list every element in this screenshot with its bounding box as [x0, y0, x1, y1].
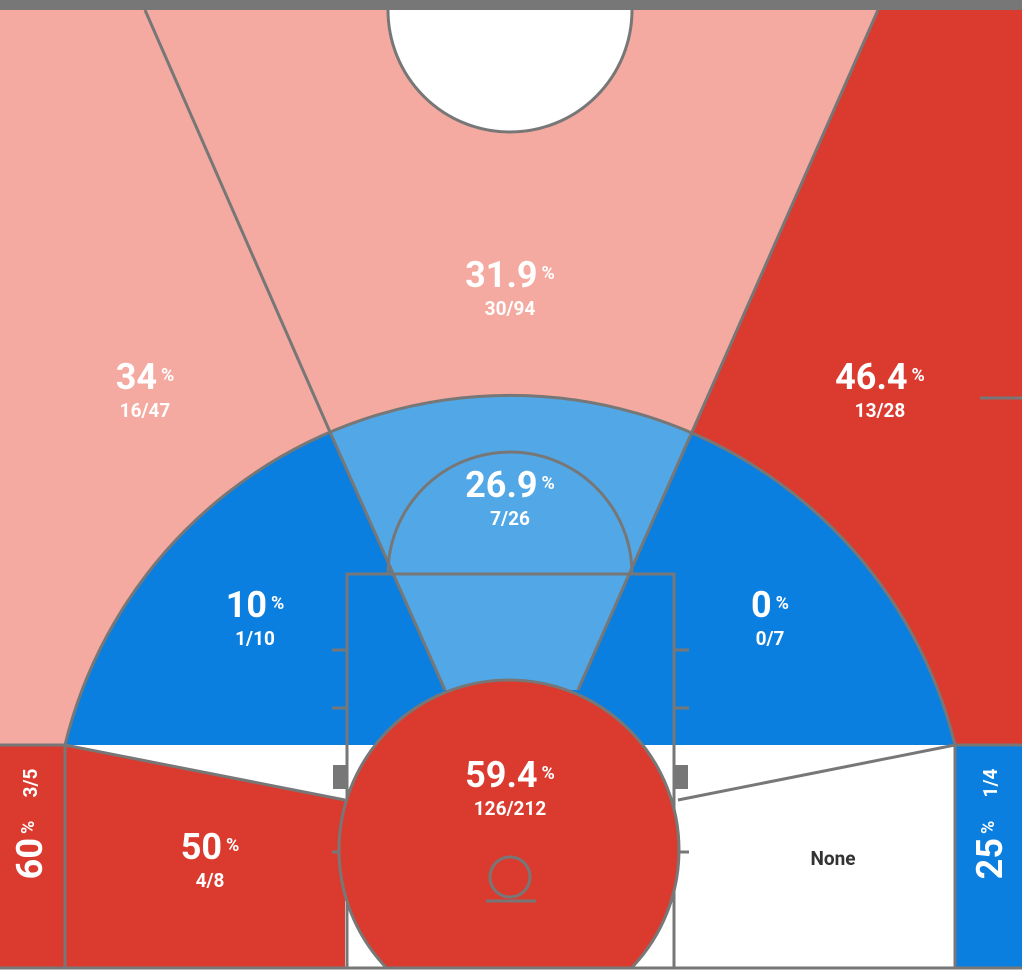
zone-percentage: 25% — [969, 821, 1011, 880]
percentage-value: 50 — [181, 826, 222, 868]
zone-right-corner — [955, 745, 1022, 968]
zone-percentage: 0% — [751, 584, 789, 626]
percentage-value: 34 — [116, 356, 157, 398]
percentage-value: 59.4 — [465, 754, 537, 796]
zone-restricted-area — [337, 678, 681, 973]
zone-label: 34 %16/47 — [116, 356, 175, 422]
percentage-unit: % — [271, 593, 284, 614]
percentage-unit: % — [18, 821, 39, 834]
court-lines — [0, 9, 1022, 970]
zone-shots: 7/26 — [490, 507, 530, 530]
zone-percentage: 59.4% — [465, 754, 555, 796]
block-mark — [674, 765, 688, 789]
zone-percentage: 31.9% — [465, 254, 555, 296]
zone-none-label: None — [810, 847, 855, 870]
zone-shots: 13/28 — [855, 399, 906, 422]
zone-left-baseline — [65, 745, 345, 968]
zone-shots: 4/8 — [196, 869, 225, 892]
zone-shots: 126/212 — [474, 797, 547, 820]
percentage-unit: % — [912, 365, 925, 386]
zone-label: 0 %0/7 — [751, 584, 789, 650]
percentage-unit: % — [542, 263, 555, 284]
percentage-value: 0 — [751, 584, 772, 626]
zone-percentage: 26.9% — [465, 464, 555, 506]
percentage-unit: % — [542, 763, 555, 784]
zone-label: 25% 1/4 — [969, 768, 1011, 879]
percentage-value: 60 — [9, 838, 51, 879]
zone-label: 26.9 %7/26 — [465, 464, 555, 530]
zone-shots: 1/10 — [235, 627, 275, 650]
top-border — [0, 0, 1022, 10]
zone-percentage: 34% — [116, 356, 175, 398]
zone-percentage: 46.4% — [835, 356, 925, 398]
block-mark — [333, 765, 347, 789]
zone-label: 50 %4/8 — [181, 826, 240, 892]
zone-label: 31.9 %30/94 — [465, 254, 555, 320]
zone-label: 46.4 %13/28 — [835, 356, 925, 422]
percentage-value: 25 — [969, 838, 1011, 879]
zone-percentage: 60% — [9, 821, 51, 880]
bottom-margin — [0, 967, 1022, 973]
zone-right-baseline — [678, 745, 955, 968]
percentage-unit: % — [776, 593, 789, 614]
zone-label: None — [810, 847, 855, 870]
zone-above-break-three — [0, 10, 878, 745]
zone-shots: 30/94 — [485, 297, 536, 320]
percentage-unit: % — [226, 835, 239, 856]
zone-shots: 1/4 — [979, 768, 1002, 797]
percentage-unit: % — [542, 473, 555, 494]
percentage-unit: % — [161, 365, 174, 386]
zone-label: 60% 3/5 — [9, 768, 51, 879]
percentage-value: 10 — [226, 584, 267, 626]
percentage-value: 31.9 — [465, 254, 537, 296]
zone-right-wing-three — [692, 10, 1022, 745]
hoop — [488, 855, 532, 899]
zone-shots: 16/47 — [120, 399, 171, 422]
zone-top-mid-range — [330, 394, 692, 690]
percentage-value: 26.9 — [465, 464, 537, 506]
percentage-value: 46.4 — [835, 356, 907, 398]
zone-label: 10 %1/10 — [226, 584, 285, 650]
zone-label: 59.4 %126/212 — [465, 754, 555, 820]
zone-shots: 0/7 — [756, 627, 785, 650]
zone-percentage: 50% — [181, 826, 240, 868]
zone-left-corner — [0, 745, 65, 968]
zone-percentage: 10% — [226, 584, 285, 626]
percentage-unit: % — [978, 821, 999, 834]
zone-shots: 3/5 — [19, 768, 42, 797]
